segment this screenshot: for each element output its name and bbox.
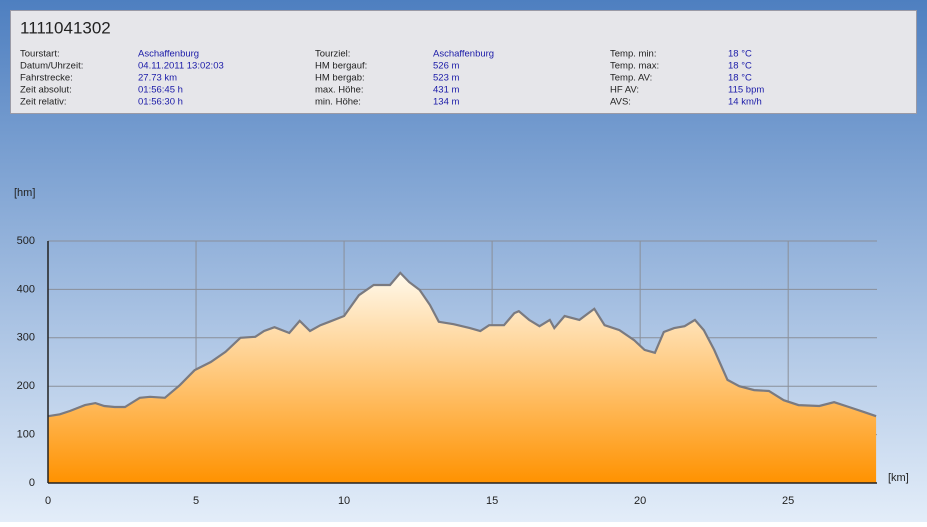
field-value: 431 m [433,85,459,96]
field-value: 115 bpm [728,85,764,96]
field-value: 01:56:30 h [138,97,183,108]
field-value: Aschaffenburg [433,49,494,60]
field-label: Temp. min: [610,49,656,60]
field-label: Fahrstrecke: [20,73,73,84]
x-tick-label: 25 [782,495,794,507]
field-label: Temp. max: [610,61,659,72]
field-label: Temp. AV: [610,73,652,84]
field-value: 04.11.2011 13:02:03 [138,61,224,72]
field-value: 18 °C [728,61,752,72]
profile-line [47,271,877,418]
tour-title: 1111041302 [20,18,111,37]
field-label: Zeit relativ: [20,97,66,108]
field-label: Tourziel: [315,49,350,60]
field-value: Aschaffenburg [138,49,199,60]
x-axis-label: [km] [888,472,909,484]
field-label: min. Höhe: [315,97,361,108]
x-tick-label: 5 [193,495,199,507]
area-fill [48,272,877,483]
x-tick-label: 0 [45,495,51,507]
field-label: Zeit absolut: [20,85,72,96]
y-tick-label: 400 [17,283,35,295]
field-label: HF AV: [610,85,639,96]
field-value: 18 °C [728,49,752,60]
field-value: 01:56:45 h [138,85,183,96]
x-tick-label: 15 [486,495,498,507]
info-panel [10,10,917,114]
y-tick-label: 0 [29,477,35,489]
field-value: 523 m [433,73,459,84]
y-tick-label: 300 [17,332,35,344]
field-value: 526 m [433,61,459,72]
field-label: HM bergauf: [315,61,367,72]
field-value: 27.73 km [138,73,177,84]
field-label: Tourstart: [20,49,60,60]
x-tick-label: 20 [634,495,646,507]
y-tick-label: 200 [17,380,35,392]
field-label: max. Höhe: [315,85,364,96]
y-axis-label: [hm] [14,187,35,199]
field-value: 134 m [433,97,459,108]
x-tick-label: 10 [338,495,350,507]
field-label: Datum/Uhrzeit: [20,61,83,72]
y-tick-label: 500 [17,235,35,247]
y-tick-label: 100 [17,429,35,441]
field-value: 18 °C [728,73,752,84]
field-label: AVS: [610,97,631,108]
field-value: 14 km/h [728,97,762,108]
field-label: HM bergab: [315,73,365,84]
